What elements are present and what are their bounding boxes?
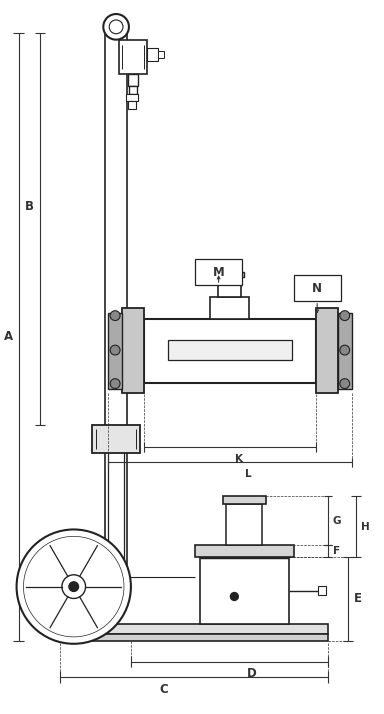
Bar — [223, 496, 266, 504]
Circle shape — [340, 345, 350, 355]
Bar — [316, 308, 338, 393]
Bar — [210, 297, 249, 318]
Bar — [60, 634, 328, 641]
Circle shape — [110, 345, 120, 355]
Bar — [144, 318, 316, 383]
Circle shape — [62, 575, 86, 598]
Bar — [215, 272, 244, 277]
Bar — [159, 51, 164, 59]
Bar — [195, 259, 242, 285]
Text: G: G — [333, 516, 341, 526]
Bar — [126, 94, 138, 101]
Bar — [195, 545, 293, 557]
Circle shape — [69, 582, 79, 592]
Circle shape — [103, 14, 129, 40]
Bar — [93, 425, 140, 453]
Circle shape — [110, 378, 120, 388]
Bar — [200, 557, 289, 624]
Text: N: N — [312, 281, 322, 294]
Bar — [108, 313, 122, 388]
Circle shape — [340, 378, 350, 388]
Bar — [218, 277, 241, 297]
Text: E: E — [354, 593, 362, 605]
Bar — [128, 74, 138, 86]
Text: K: K — [235, 453, 243, 463]
Circle shape — [23, 536, 124, 637]
Text: F: F — [333, 546, 341, 556]
Bar — [122, 308, 144, 393]
Bar — [129, 86, 137, 94]
Bar — [128, 101, 136, 109]
Bar — [293, 275, 341, 301]
Text: H: H — [361, 521, 370, 531]
Bar — [318, 585, 326, 595]
Text: C: C — [159, 683, 168, 695]
Bar — [60, 624, 328, 634]
Bar — [147, 48, 159, 61]
Text: A: A — [4, 331, 13, 343]
Text: L: L — [245, 469, 252, 479]
Circle shape — [340, 311, 350, 321]
Bar — [119, 40, 147, 74]
Circle shape — [110, 311, 120, 321]
Circle shape — [230, 593, 238, 600]
Bar — [338, 313, 352, 388]
Circle shape — [17, 530, 131, 644]
Circle shape — [109, 20, 123, 34]
Text: B: B — [25, 200, 34, 213]
Text: M: M — [213, 266, 225, 278]
Text: D: D — [247, 667, 257, 680]
Bar — [168, 341, 291, 360]
Bar — [227, 504, 262, 545]
